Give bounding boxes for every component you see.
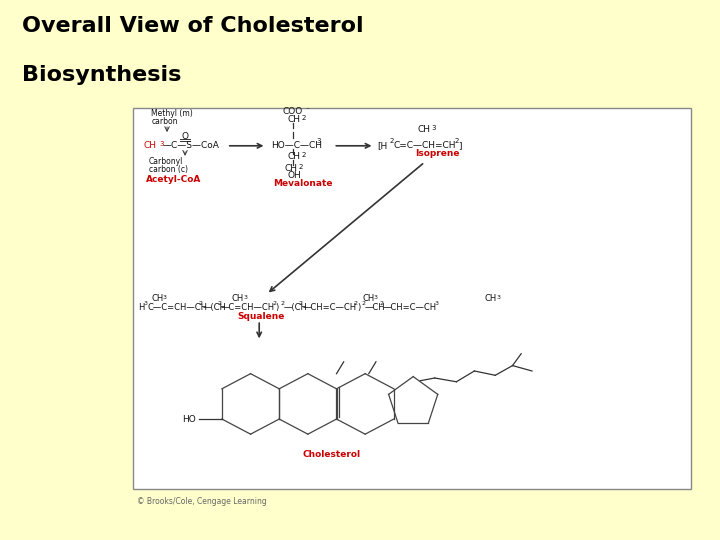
Text: Methyl (m): Methyl (m) (151, 109, 193, 118)
Text: C=C—CH=CH: C=C—CH=CH (394, 141, 456, 150)
Text: 2: 2 (199, 301, 203, 306)
Text: © Brooks/Cole, Cengage Learning: © Brooks/Cole, Cengage Learning (137, 497, 266, 506)
Text: ): ) (276, 303, 279, 312)
Text: HO—C—CH: HO—C—CH (271, 141, 322, 150)
Text: 3: 3 (159, 141, 163, 147)
Text: —C—S—CoA: —C—S—CoA (163, 141, 220, 150)
Text: Squalene: Squalene (238, 312, 285, 321)
Text: 2: 2 (272, 301, 276, 306)
Text: 2: 2 (354, 301, 358, 306)
Text: CH: CH (144, 141, 157, 150)
Text: COO: COO (283, 107, 303, 116)
Text: Mevalonate: Mevalonate (274, 179, 333, 188)
Text: 2: 2 (299, 301, 303, 306)
Text: OH: OH (288, 171, 302, 180)
Text: Biosynthesis: Biosynthesis (22, 65, 181, 85)
Text: 3: 3 (243, 295, 248, 300)
Text: CH: CH (284, 164, 297, 173)
Text: 3: 3 (496, 295, 500, 300)
Text: H: H (138, 303, 145, 312)
Text: Overall View of Cholesterol: Overall View of Cholesterol (22, 16, 363, 36)
Text: carbon: carbon (151, 117, 178, 126)
Text: C—C=CH—CH: C—C=CH—CH (148, 303, 207, 312)
Text: Isoprene: Isoprene (415, 149, 460, 158)
Text: CH: CH (288, 152, 301, 161)
Text: 3: 3 (374, 295, 378, 300)
Text: —CH: —CH (365, 303, 386, 312)
Text: ]: ] (458, 141, 462, 150)
Text: CH: CH (151, 294, 163, 302)
FancyBboxPatch shape (133, 108, 691, 489)
Text: Acetyl-CoA: Acetyl-CoA (146, 175, 202, 184)
Text: 2: 2 (302, 152, 306, 158)
Text: Cholesterol: Cholesterol (302, 450, 360, 459)
Text: Carbonyl: Carbonyl (149, 158, 184, 166)
Text: [H: [H (377, 141, 387, 150)
Text: —(CH: —(CH (202, 303, 226, 312)
Text: 2: 2 (454, 138, 459, 144)
Text: 2: 2 (298, 164, 302, 170)
Text: ): ) (357, 303, 361, 312)
Text: CH: CH (288, 116, 301, 124)
Text: —CH=C—CH: —CH=C—CH (302, 303, 356, 312)
Text: carbon (c): carbon (c) (149, 165, 188, 174)
Text: CH: CH (362, 294, 374, 302)
Text: 3: 3 (431, 125, 436, 131)
Text: ⁻: ⁻ (305, 106, 310, 114)
Text: 3: 3 (163, 295, 167, 300)
Text: 2: 2 (302, 116, 306, 122)
Text: 3: 3 (317, 138, 321, 144)
Text: 2: 2 (361, 301, 366, 306)
Text: HO: HO (182, 415, 196, 423)
Text: 3: 3 (434, 301, 438, 306)
Text: 2: 2 (217, 301, 222, 306)
Text: O: O (181, 132, 189, 140)
Text: 3: 3 (144, 301, 148, 306)
Text: —(CH: —(CH (284, 303, 307, 312)
Text: 2: 2 (379, 301, 384, 306)
Text: CH: CH (485, 294, 497, 302)
Text: —CH=C—CH: —CH=C—CH (383, 303, 437, 312)
Text: CH: CH (418, 125, 431, 134)
Text: 2: 2 (390, 138, 394, 144)
Text: CH: CH (232, 294, 244, 302)
Text: —C=CH—CH: —C=CH—CH (221, 303, 275, 312)
Text: 2: 2 (280, 301, 284, 306)
